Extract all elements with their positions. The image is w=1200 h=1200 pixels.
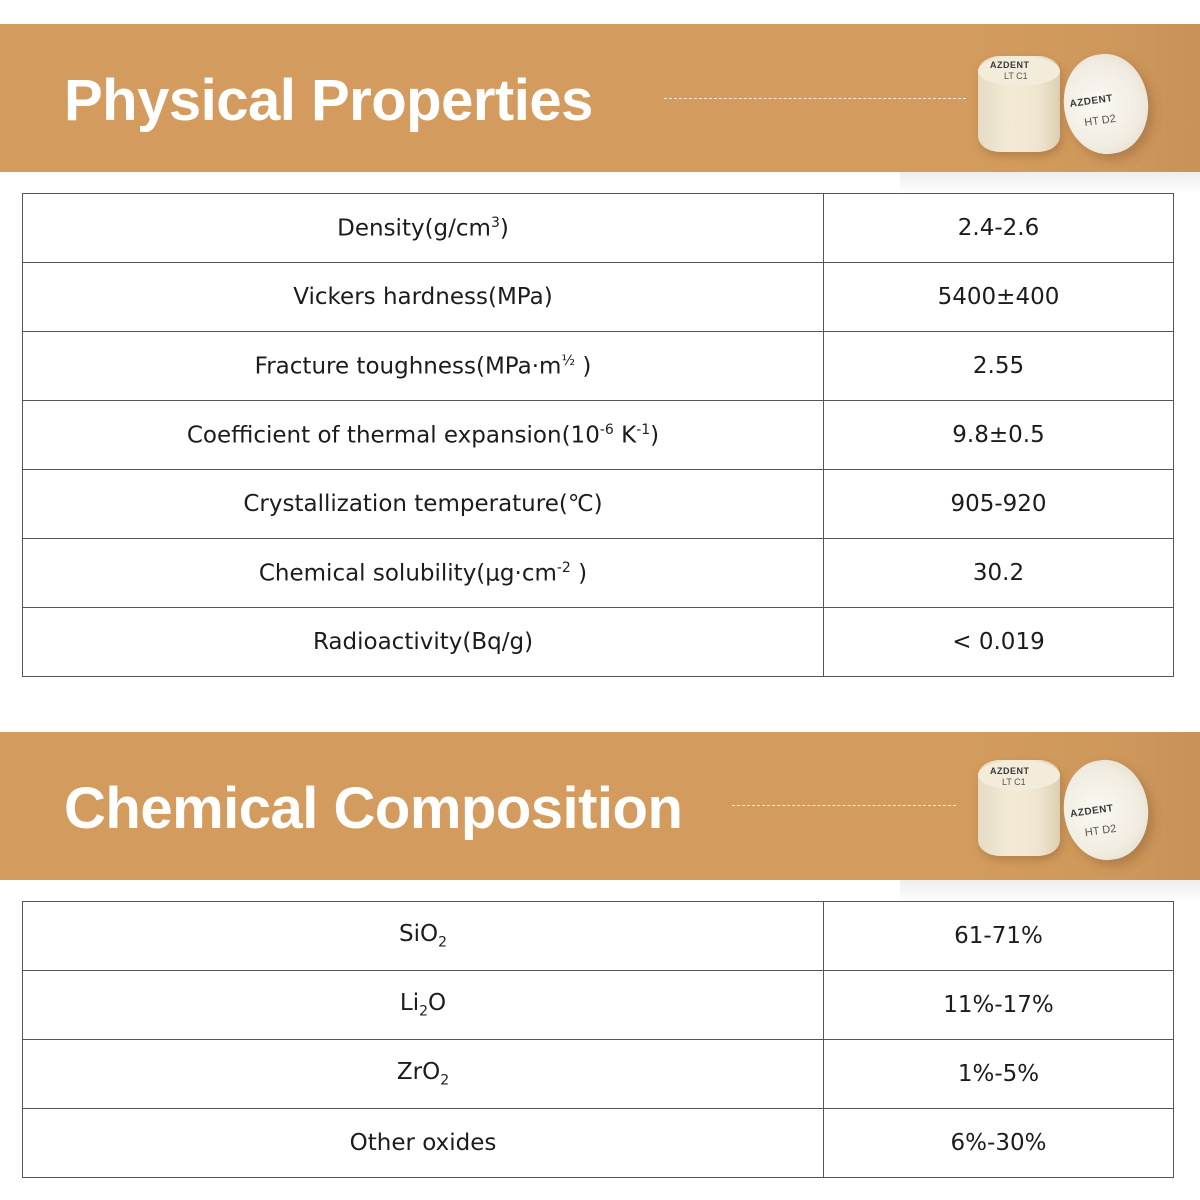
header-shadow	[900, 172, 1200, 194]
puck-shade-label: HT D2	[1083, 112, 1117, 130]
puck-shade-label: LT C1	[1004, 71, 1028, 81]
table-row: Density(g/cm3) 2.4-2.6	[22, 193, 1174, 263]
product-puck-lt-c1: AZDENT LT C1	[978, 56, 1060, 152]
table-row: SiO2 61-71%	[22, 901, 1174, 971]
value-cell: 5400±400	[823, 262, 1174, 332]
product-puck-lt-c1: AZDENT LT C1	[978, 760, 1060, 856]
puck-brand-label: AZDENT	[990, 60, 1030, 70]
value-cell: < 0.019	[823, 607, 1174, 677]
table-row: Other oxides 6%-30%	[22, 1108, 1174, 1178]
dashed-divider	[732, 805, 956, 806]
value-cell: 2.55	[823, 331, 1174, 401]
component-cell: SiO2	[22, 901, 824, 971]
value-cell: 30.2	[823, 538, 1174, 608]
property-cell: Coefficient of thermal expansion(10-6 K-…	[22, 400, 824, 470]
property-cell: Radioactivity(Bq/g)	[22, 607, 824, 677]
puck-shade-label: LT C1	[1002, 777, 1026, 787]
value-cell: 11%-17%	[823, 970, 1174, 1040]
physical-properties-table: Density(g/cm3) 2.4-2.6 Vickers hardness(…	[22, 193, 1174, 677]
table-row: Crystallization temperature(℃) 905-920	[22, 469, 1174, 539]
value-cell: 1%-5%	[823, 1039, 1174, 1109]
puck-brand-label: AZDENT	[990, 766, 1030, 776]
table-row: Chemical solubility(μg·cm-2 ) 30.2	[22, 538, 1174, 608]
puck-brand-label: AZDENT	[1069, 803, 1115, 820]
table-row: Li2O 11%-17%	[22, 970, 1174, 1040]
property-cell: Chemical solubility(μg·cm-2 )	[22, 538, 824, 608]
table-row: Coefficient of thermal expansion(10-6 K-…	[22, 400, 1174, 470]
value-cell: 905-920	[823, 469, 1174, 539]
section-title: Chemical Composition	[64, 776, 683, 841]
physical-properties-header: Physical Properties AZDENT LT C1 AZDENT …	[0, 24, 1200, 172]
value-cell: 6%-30%	[823, 1108, 1174, 1178]
puck-shade-label: HT D2	[1084, 822, 1118, 840]
table-row: Vickers hardness(MPa) 5400±400	[22, 262, 1174, 332]
header-shadow	[900, 880, 1200, 902]
value-cell: 2.4-2.6	[823, 193, 1174, 263]
table-row: Radioactivity(Bq/g) < 0.019	[22, 607, 1174, 677]
property-cell: Vickers hardness(MPa)	[22, 262, 824, 332]
puck-brand-label: AZDENT	[1068, 93, 1114, 111]
property-cell: Crystallization temperature(℃)	[22, 469, 824, 539]
chemical-composition-table: SiO2 61-71% Li2O 11%-17% ZrO2 1%-5% Othe…	[22, 901, 1174, 1178]
table-row: ZrO2 1%-5%	[22, 1039, 1174, 1109]
component-cell: Other oxides	[22, 1108, 824, 1178]
value-cell: 9.8±0.5	[823, 400, 1174, 470]
section-title: Physical Properties	[64, 68, 593, 133]
property-cell: Fracture toughness(MPa·m½ )	[22, 331, 824, 401]
component-cell: Li2O	[22, 970, 824, 1040]
component-cell: ZrO2	[22, 1039, 824, 1109]
value-cell: 61-71%	[823, 901, 1174, 971]
chemical-composition-header: Chemical Composition AZDENT LT C1 AZDENT…	[0, 732, 1200, 880]
dashed-divider	[664, 98, 966, 99]
table-row: Fracture toughness(MPa·m½ ) 2.55	[22, 331, 1174, 401]
property-cell: Density(g/cm3)	[22, 193, 824, 263]
